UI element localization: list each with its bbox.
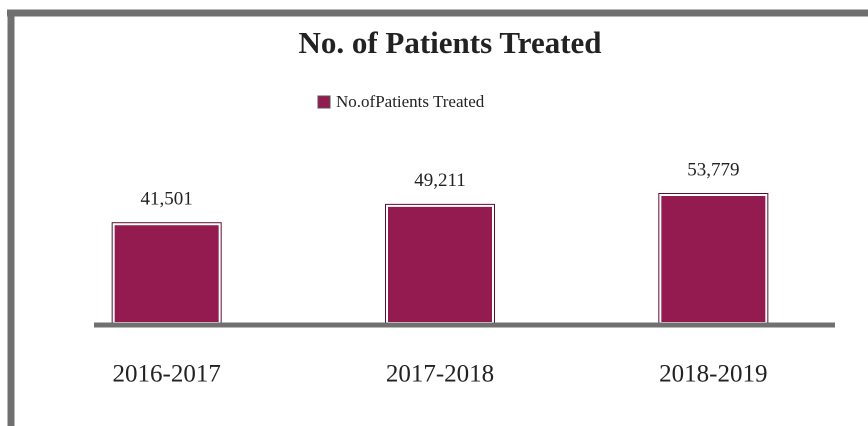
legend-label: No.ofPatients Treated — [336, 92, 485, 111]
x-tick-label: 2016-2017 — [113, 361, 221, 388]
bar — [659, 194, 768, 324]
value-label: 41,501 — [141, 189, 193, 210]
legend-swatch — [317, 95, 331, 109]
bar — [112, 223, 221, 324]
bar — [386, 204, 494, 324]
value-label: 49,211 — [414, 170, 466, 191]
chart-title: No. of Patients Treated — [298, 25, 601, 60]
x-tick-label: 2017-2018 — [386, 361, 494, 388]
x-tick-label: 2018-2019 — [659, 361, 767, 388]
value-label: 53,779 — [687, 159, 739, 180]
